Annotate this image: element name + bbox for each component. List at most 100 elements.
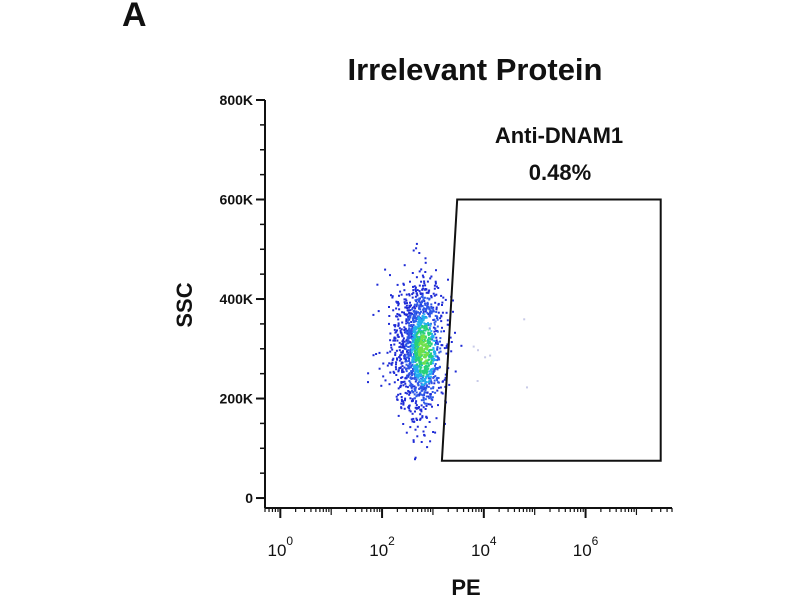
- event-point: [428, 354, 431, 357]
- event-point: [434, 327, 437, 330]
- event-point: [393, 372, 396, 374]
- event-point: [432, 431, 435, 433]
- gate-polygon[interactable]: [440, 198, 662, 462]
- event-point: [418, 297, 421, 300]
- event-point: [390, 344, 393, 346]
- event-point: [384, 268, 387, 271]
- event-point: [441, 311, 444, 314]
- event-point: [421, 377, 424, 380]
- event-point: [427, 324, 430, 327]
- event-point: [416, 289, 419, 292]
- event-point: [389, 274, 391, 277]
- event-point: [419, 413, 422, 416]
- event-point: [412, 347, 415, 350]
- event-point: [400, 351, 403, 354]
- event-point: [409, 410, 412, 413]
- event-point: [439, 350, 442, 353]
- event-point: [427, 313, 430, 315]
- event-point: [436, 316, 439, 319]
- event-point: [403, 355, 406, 357]
- event-point: [399, 366, 402, 369]
- event-point: [418, 299, 421, 301]
- event-point: [413, 310, 415, 313]
- event-point: [526, 386, 528, 389]
- event-point: [427, 375, 430, 378]
- event-point: [398, 346, 401, 349]
- event-point: [440, 391, 443, 394]
- event-point: [408, 363, 411, 366]
- event-point: [419, 308, 422, 311]
- event-point: [423, 338, 426, 341]
- event-point: [414, 371, 416, 374]
- event-point: [403, 326, 406, 329]
- event-point: [430, 355, 433, 358]
- event-point: [434, 282, 437, 285]
- event-point: [406, 332, 409, 335]
- event-point: [433, 287, 436, 290]
- event-point: [417, 347, 420, 350]
- event-point: [433, 321, 436, 324]
- event-point: [400, 293, 403, 296]
- event-point: [438, 351, 441, 354]
- event-point: [425, 308, 428, 311]
- event-point: [439, 317, 442, 320]
- event-point: [403, 298, 406, 301]
- event-point: [418, 349, 421, 352]
- event-point: [432, 326, 435, 329]
- event-point: [419, 408, 422, 411]
- event-point: [405, 304, 408, 307]
- event-point: [418, 378, 421, 381]
- event-point: [409, 361, 412, 364]
- event-point: [434, 320, 437, 323]
- event-point: [429, 361, 432, 364]
- event-point: [397, 378, 399, 381]
- event-point: [401, 376, 404, 379]
- event-point: [382, 375, 385, 378]
- event-point: [452, 310, 454, 313]
- event-point: [421, 326, 424, 329]
- event-point: [410, 345, 412, 347]
- event-point: [414, 342, 417, 345]
- event-point: [420, 354, 423, 357]
- event-point: [429, 403, 432, 406]
- event-point: [411, 420, 414, 423]
- event-point: [420, 359, 423, 361]
- event-point: [396, 333, 399, 336]
- event-point: [433, 294, 436, 297]
- event-point: [422, 370, 425, 372]
- event-point: [411, 317, 414, 320]
- event-point: [414, 315, 417, 318]
- event-point: [414, 307, 417, 310]
- event-point: [416, 370, 419, 373]
- event-point: [437, 386, 440, 389]
- event-point: [442, 296, 445, 299]
- event-point: [416, 340, 419, 343]
- event-point: [408, 337, 411, 339]
- event-point: [413, 305, 416, 308]
- event-point: [411, 296, 414, 299]
- event-point: [428, 379, 431, 382]
- event-point: [423, 391, 426, 394]
- event-point: [426, 328, 428, 330]
- event-point: [418, 270, 421, 273]
- event-point: [413, 327, 416, 330]
- event-point: [420, 310, 422, 313]
- event-point: [446, 343, 449, 346]
- event-point: [405, 299, 408, 302]
- event-point: [423, 382, 426, 385]
- event-point: [378, 351, 381, 354]
- event-point: [421, 343, 424, 346]
- event-point: [425, 359, 428, 362]
- event-point: [419, 322, 422, 325]
- event-point: [432, 292, 435, 295]
- event-point: [420, 377, 423, 380]
- event-point: [430, 295, 433, 297]
- event-point: [395, 300, 398, 303]
- event-point: [393, 343, 396, 346]
- event-point: [411, 272, 414, 274]
- event-point: [438, 365, 441, 368]
- event-point: [419, 316, 422, 319]
- event-point: [426, 353, 428, 356]
- event-point: [425, 342, 428, 345]
- event-point: [411, 400, 413, 403]
